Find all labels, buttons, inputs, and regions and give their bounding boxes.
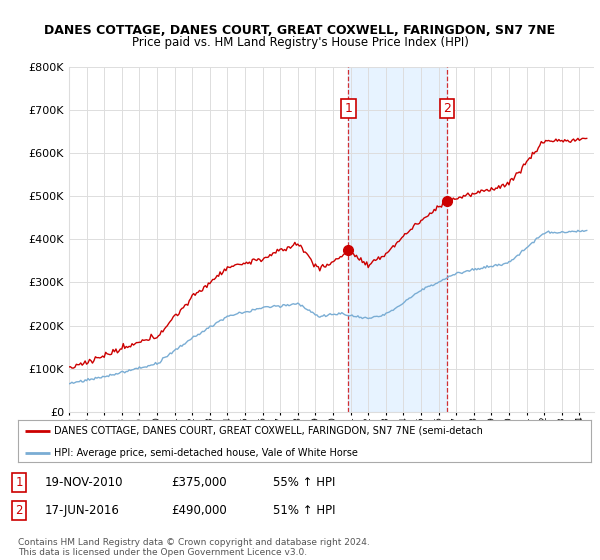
Bar [349, 67, 446, 412]
Text: 1: 1 [344, 102, 352, 115]
Text: £375,000: £375,000 [171, 476, 227, 489]
Text: Price paid vs. HM Land Registry's House Price Index (HPI): Price paid vs. HM Land Registry's House … [131, 36, 469, 49]
Text: 1: 1 [16, 476, 23, 489]
Text: 55% ↑ HPI: 55% ↑ HPI [273, 476, 335, 489]
Text: 17-JUN-2016: 17-JUN-2016 [45, 504, 120, 517]
Text: 51% ↑ HPI: 51% ↑ HPI [273, 504, 335, 517]
Text: Contains HM Land Registry data © Crown copyright and database right 2024.
This d: Contains HM Land Registry data © Crown c… [18, 538, 370, 557]
Text: HPI: Average price, semi-detached house, Vale of White Horse: HPI: Average price, semi-detached house,… [54, 448, 358, 458]
Text: DANES COTTAGE, DANES COURT, GREAT COXWELL, FARINGDON, SN7 7NE: DANES COTTAGE, DANES COURT, GREAT COXWEL… [44, 24, 556, 36]
Text: £490,000: £490,000 [171, 504, 227, 517]
Text: DANES COTTAGE, DANES COURT, GREAT COXWELL, FARINGDON, SN7 7NE (semi-detach: DANES COTTAGE, DANES COURT, GREAT COXWEL… [54, 426, 483, 436]
Text: 2: 2 [443, 102, 451, 115]
Text: 19-NOV-2010: 19-NOV-2010 [45, 476, 124, 489]
Text: 2: 2 [16, 504, 23, 517]
